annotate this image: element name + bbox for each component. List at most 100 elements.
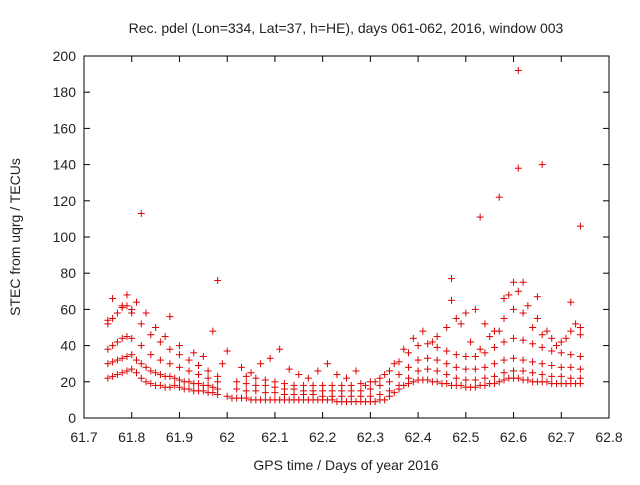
data-point bbox=[443, 380, 451, 388]
data-point bbox=[156, 356, 164, 364]
data-point bbox=[252, 381, 260, 389]
data-point bbox=[333, 371, 341, 379]
data-point bbox=[319, 381, 327, 389]
data-point bbox=[505, 291, 513, 299]
data-point bbox=[548, 362, 556, 370]
data-point bbox=[562, 334, 570, 342]
data-point bbox=[147, 331, 155, 339]
data-point bbox=[109, 295, 117, 303]
data-point bbox=[567, 374, 575, 382]
data-points bbox=[104, 66, 584, 406]
data-point bbox=[290, 381, 298, 389]
data-point bbox=[500, 356, 508, 364]
data-point bbox=[142, 309, 150, 317]
data-point bbox=[238, 363, 245, 371]
data-point bbox=[443, 347, 451, 355]
data-point bbox=[300, 381, 308, 389]
data-point bbox=[543, 378, 551, 386]
data-point bbox=[476, 345, 484, 353]
data-point bbox=[576, 324, 584, 331]
data-point bbox=[376, 390, 384, 398]
data-point bbox=[405, 349, 413, 357]
data-point bbox=[462, 365, 470, 373]
data-point bbox=[166, 313, 174, 321]
y-tick-label: 60 bbox=[60, 301, 76, 317]
data-point bbox=[514, 287, 522, 295]
y-tick-label: 20 bbox=[60, 374, 76, 390]
data-point bbox=[109, 314, 117, 322]
data-point bbox=[481, 349, 489, 357]
data-point bbox=[448, 296, 455, 304]
data-point bbox=[457, 320, 465, 328]
data-point bbox=[452, 314, 460, 322]
data-point bbox=[338, 381, 346, 389]
data-point bbox=[514, 66, 522, 74]
data-point bbox=[490, 372, 498, 380]
data-point bbox=[223, 347, 231, 355]
data-point bbox=[171, 374, 179, 382]
data-point bbox=[118, 334, 126, 342]
data-point bbox=[567, 351, 575, 359]
data-point bbox=[471, 376, 479, 384]
data-point bbox=[142, 378, 150, 386]
data-point bbox=[118, 302, 126, 310]
x-tick-label: 62.7 bbox=[548, 429, 575, 445]
y-tick-label: 180 bbox=[53, 84, 77, 100]
data-point bbox=[524, 376, 532, 384]
data-point bbox=[118, 369, 126, 377]
data-point bbox=[529, 324, 537, 331]
data-point bbox=[462, 309, 470, 317]
data-point bbox=[529, 358, 537, 366]
data-point bbox=[557, 349, 565, 357]
data-point bbox=[452, 363, 460, 371]
data-point bbox=[133, 369, 140, 377]
data-point bbox=[424, 376, 432, 384]
data-point bbox=[204, 367, 212, 375]
data-point bbox=[376, 374, 384, 382]
data-point bbox=[510, 278, 518, 286]
data-point bbox=[118, 354, 126, 362]
data-point bbox=[223, 392, 231, 400]
data-point bbox=[385, 367, 393, 375]
data-point bbox=[175, 383, 183, 391]
data-point bbox=[137, 360, 145, 368]
data-point bbox=[137, 374, 145, 382]
data-point bbox=[104, 316, 112, 324]
data-point bbox=[261, 376, 269, 384]
data-point bbox=[481, 363, 489, 371]
data-point bbox=[371, 398, 379, 406]
y-tick-label: 0 bbox=[68, 410, 76, 426]
x-tick-label: 61.7 bbox=[70, 429, 97, 445]
data-point bbox=[414, 356, 422, 364]
data-point bbox=[175, 376, 183, 384]
data-point bbox=[548, 347, 556, 355]
data-point bbox=[352, 367, 360, 375]
data-point bbox=[195, 371, 203, 379]
y-tick-label: 80 bbox=[60, 265, 76, 281]
data-point bbox=[357, 387, 365, 395]
data-point bbox=[109, 342, 117, 350]
data-point bbox=[185, 356, 193, 364]
data-point bbox=[137, 320, 145, 328]
data-point bbox=[156, 338, 164, 346]
data-point bbox=[113, 309, 121, 317]
data-point bbox=[433, 333, 441, 341]
data-point bbox=[133, 298, 140, 306]
data-point bbox=[576, 352, 584, 360]
data-point bbox=[218, 360, 226, 368]
data-point bbox=[576, 222, 584, 230]
data-point bbox=[171, 381, 179, 389]
data-point bbox=[471, 365, 479, 373]
data-point bbox=[424, 365, 432, 373]
data-point bbox=[567, 363, 575, 371]
data-point bbox=[500, 314, 508, 322]
data-point bbox=[557, 338, 565, 346]
data-point bbox=[462, 352, 470, 360]
data-point bbox=[104, 374, 112, 382]
data-point bbox=[195, 362, 203, 370]
data-point bbox=[113, 338, 121, 346]
data-point bbox=[128, 351, 136, 359]
data-point bbox=[457, 381, 465, 389]
x-tick-label: 62.3 bbox=[357, 429, 384, 445]
x-tick-label: 62.8 bbox=[595, 429, 622, 445]
